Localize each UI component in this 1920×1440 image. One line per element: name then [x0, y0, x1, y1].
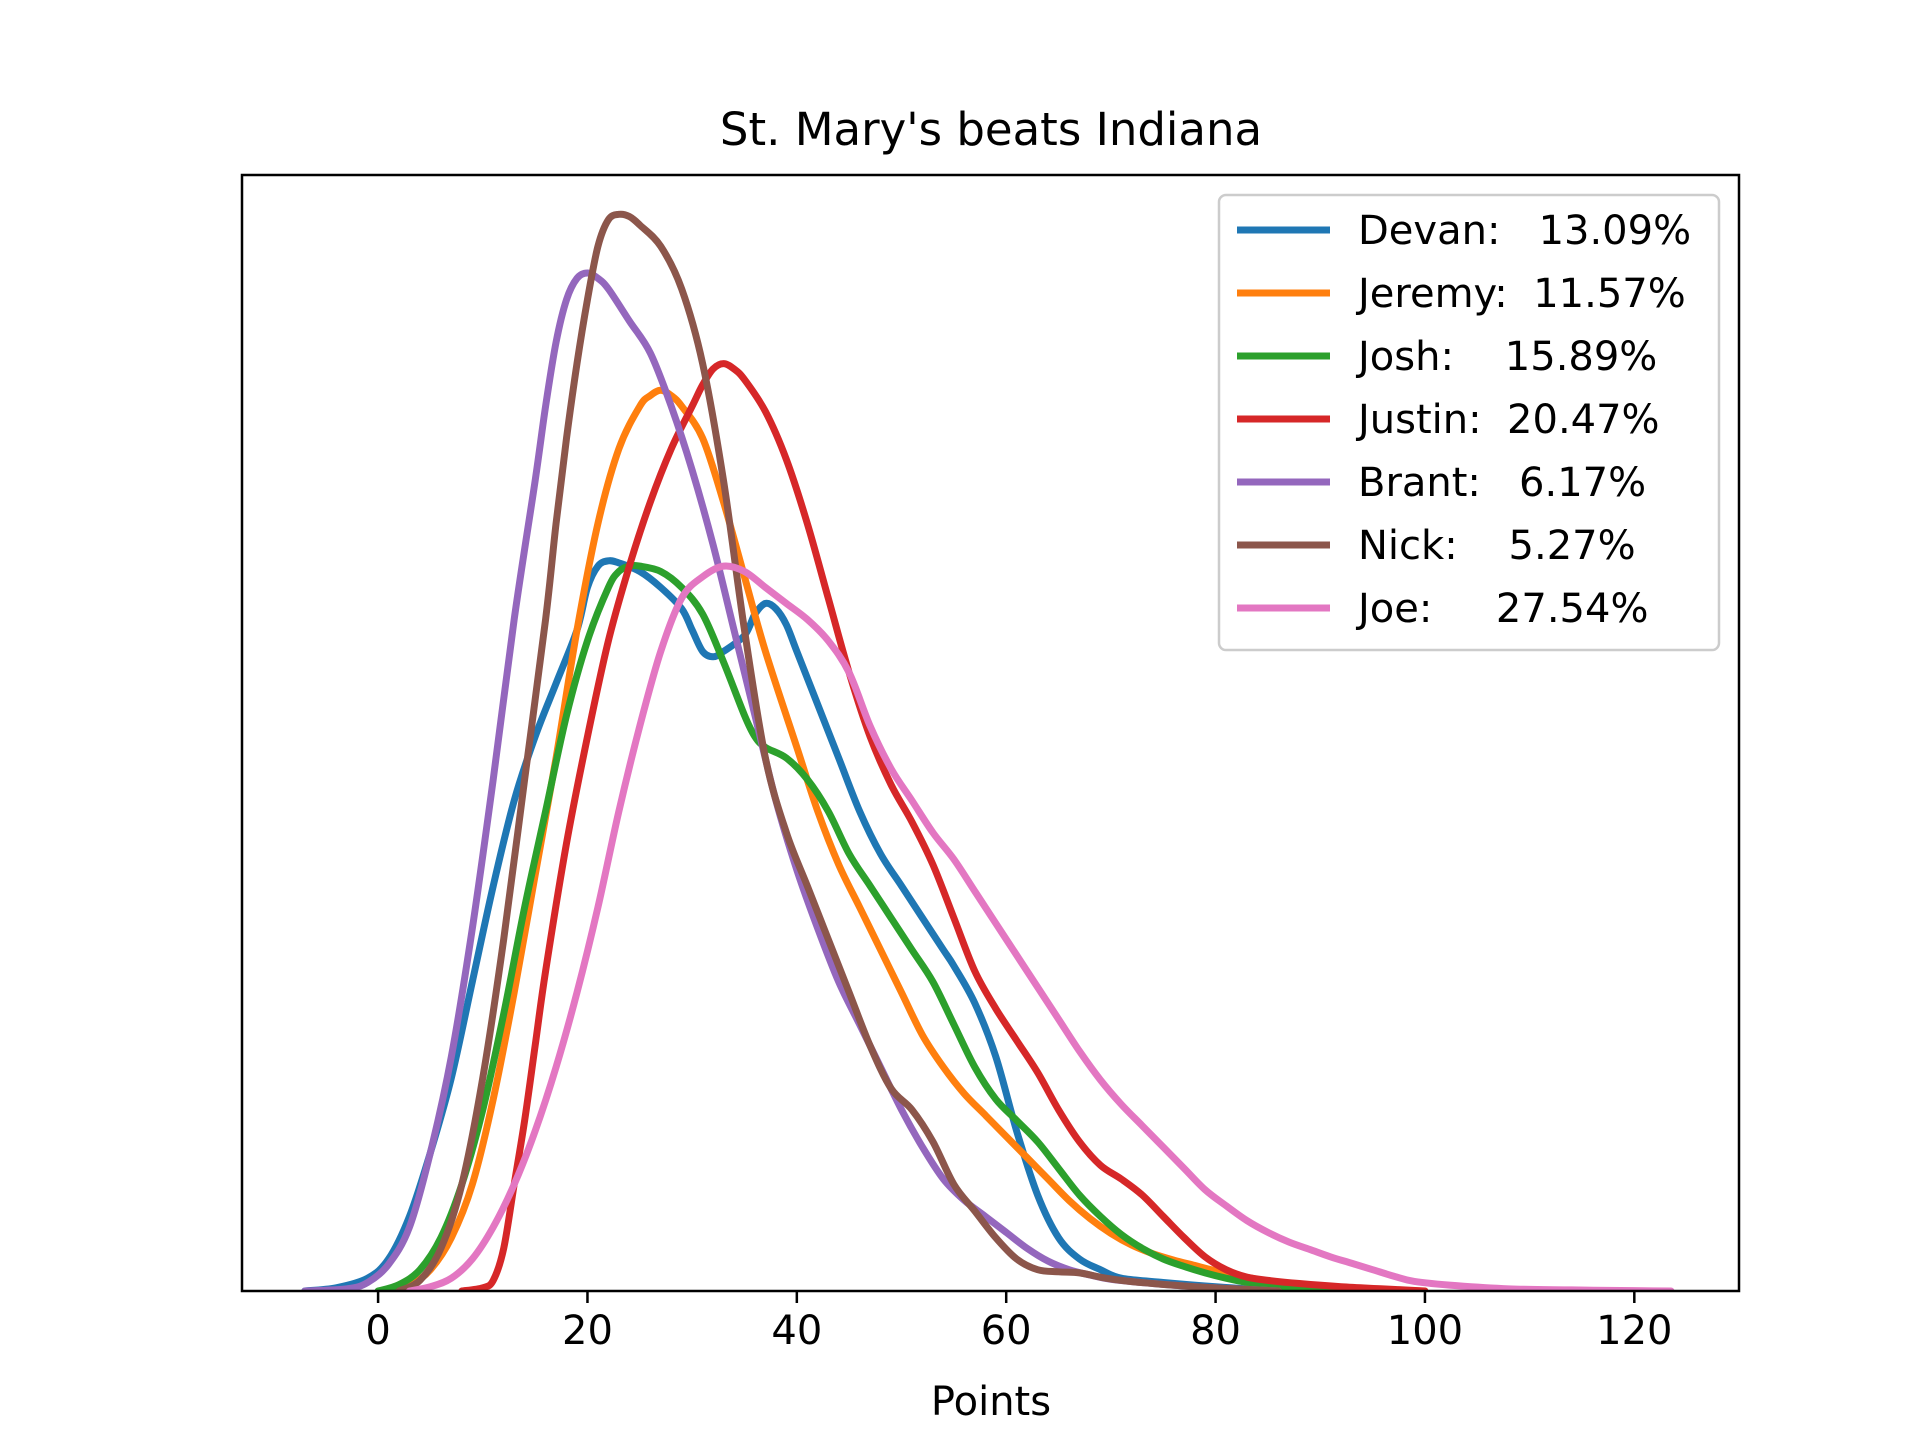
- x-tick-label: 40: [771, 1308, 822, 1354]
- series-line-5: [301, 269, 1282, 1291]
- legend-box: [1217, 193, 1721, 652]
- legend-label: Devan: 13.09%: [1358, 208, 1691, 254]
- legend-items: Devan: 13.09% Jeremy: 11.57% Josh: 15.89% J…: [1237, 208, 1691, 632]
- chart-title: St. Mary's beats Indiana: [720, 103, 1262, 156]
- x-axis-ticks: 0 20 40 60 80 100 120: [365, 1291, 1672, 1354]
- x-tick-label: 80: [1190, 1308, 1241, 1354]
- plot-area: [301, 210, 1675, 1291]
- legend: Devan: 13.09% Jeremy: 11.57% Josh: 15.89% J…: [1217, 193, 1721, 652]
- series-line-4: [458, 360, 1429, 1291]
- x-tick-label: 120: [1596, 1308, 1672, 1354]
- legend-label: Justin: 20.47%: [1355, 397, 1660, 443]
- x-axis-label: Points: [931, 1379, 1051, 1425]
- series-line-6: [395, 210, 1282, 1291]
- x-tick-label: 20: [562, 1308, 613, 1354]
- x-tick-label: 60: [981, 1308, 1032, 1354]
- plot-frame: [240, 173, 1741, 1293]
- legend-label: Jeremy: 11.57%: [1355, 271, 1686, 317]
- series-layer: [301, 210, 1675, 1291]
- x-tick-label: 100: [1387, 1308, 1463, 1354]
- legend-label: Joe: 27.54%: [1355, 586, 1648, 632]
- legend-label: Josh: 15.89%: [1355, 334, 1657, 380]
- legend-label: Brant: 6.17%: [1358, 460, 1646, 506]
- x-tick-label: 0: [365, 1308, 390, 1354]
- series-line-1: [301, 557, 1324, 1291]
- series-line-3: [374, 561, 1387, 1291]
- legend-label: Nick: 5.27%: [1358, 523, 1636, 569]
- series-line-7: [406, 562, 1675, 1291]
